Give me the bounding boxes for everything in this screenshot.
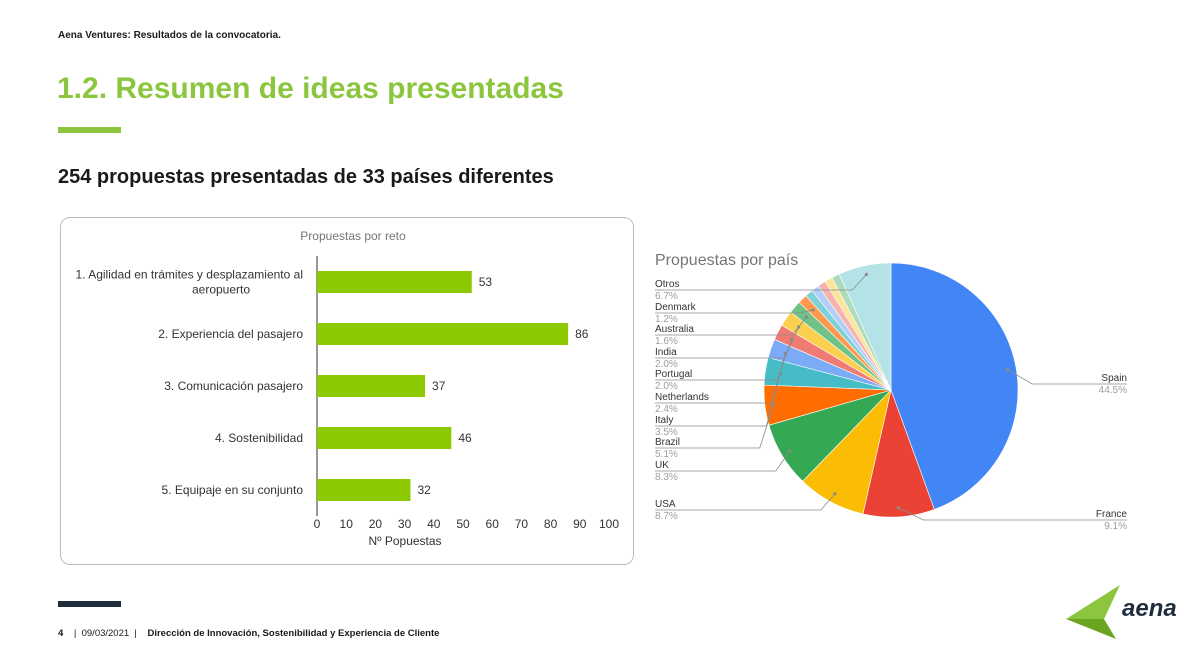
pie-slice-otros — [838, 262, 892, 391]
aena-wing-icon — [1066, 585, 1120, 639]
pie-leader-dot-portugal — [789, 337, 794, 341]
pie-pct-spain: 44.5% — [1099, 385, 1127, 396]
pie-pct-usa: 8.7% — [655, 511, 678, 522]
pie-pct-italy: 3.5% — [655, 427, 678, 438]
pie-chart-title: Propuestas por país — [655, 252, 798, 269]
pie-pct-otros: 6.7% — [655, 291, 678, 302]
pie-leader-line-france — [898, 507, 1127, 521]
logo-text: aena — [1122, 595, 1177, 622]
pie-leader-line-uk — [655, 450, 791, 472]
bar-5 — [317, 479, 411, 501]
pie-pct-uk: 8.3% — [655, 472, 678, 483]
pie-label-uk: UK — [655, 460, 669, 471]
pie-leader-line-italy — [655, 373, 781, 427]
x-tick-label: 100 — [599, 517, 619, 531]
x-tick-label: 50 — [456, 517, 470, 531]
page-title: 1.2. Resumen de ideas presentadas — [57, 72, 564, 105]
pie-leader-line-spain — [1007, 369, 1127, 385]
x-tick-label: 30 — [398, 517, 412, 531]
pie-label-australia: Australia — [655, 324, 694, 335]
x-tick-label: 40 — [427, 517, 441, 531]
pie-label-usa: USA — [655, 499, 676, 510]
page-number: 4 — [58, 628, 64, 639]
footer-department: Dirección de Innovación, Sostenibilidad … — [147, 628, 440, 639]
pie-leader-line-otros — [655, 274, 867, 291]
header-text: Aena Ventures: Resultados de la convocat… — [58, 30, 281, 41]
pie-leader-dot-spain — [1005, 367, 1009, 372]
category-label: 3. Comunicación pasajero — [164, 379, 303, 393]
category-label: 2. Experiencia del pasajero — [158, 327, 303, 341]
pie-pct-portugal: 2.0% — [655, 381, 678, 392]
bar-chart-title: Propuestas por reto — [300, 229, 406, 243]
pie-label-spain: Spain — [1101, 373, 1127, 384]
x-tick-label: 80 — [544, 517, 558, 531]
pie-pct-netherlands: 2.4% — [655, 404, 678, 415]
category-label: 4. Sostenibilidad — [215, 431, 303, 445]
bar-2 — [317, 323, 569, 345]
bar-value-label-5: 32 — [417, 483, 431, 497]
pie-pct-india: 2.0% — [655, 359, 678, 370]
pie-leader-line-denmark — [655, 309, 814, 314]
pie-label-portugal: Portugal — [655, 369, 692, 380]
pie-label-india: India — [655, 347, 677, 358]
bar-4 — [317, 427, 452, 449]
x-tick-label: 20 — [369, 517, 383, 531]
bar-value-label-1: 53 — [479, 275, 493, 289]
x-axis-label: Nº Popuestas — [368, 534, 441, 548]
pie-label-denmark: Denmark — [655, 302, 697, 313]
x-tick-label: 90 — [573, 517, 587, 531]
page-subtitle: 254 propuestas presentadas de 33 países … — [58, 166, 554, 188]
x-tick-label: 0 — [314, 517, 321, 531]
bar-1 — [317, 271, 472, 293]
footer-date: 09/03/2021 — [81, 628, 130, 639]
pie-leader-line-india — [655, 326, 799, 359]
bar-value-label-3: 37 — [432, 379, 446, 393]
pie-label-netherlands: Netherlands — [655, 392, 709, 403]
category-label: 5. Equipaje en su conjunto — [162, 483, 304, 497]
pie-leader-line-brazil — [655, 404, 775, 449]
pie-leader-line-australia — [655, 316, 807, 336]
footer: 4 | 09/03/2021 | Dirección de Innovación… — [58, 628, 440, 639]
bar-value-label-2: 86 — [575, 327, 589, 341]
x-tick-label: 10 — [340, 517, 354, 531]
aena-logo: aena — [1066, 585, 1177, 639]
title-underline — [58, 127, 121, 133]
pie-label-otros: Otros — [655, 279, 679, 290]
bar-chart-panel: Propuestas por reto 53 1. Agilidad en trám… — [60, 217, 634, 565]
category-label: aeropuerto — [192, 283, 250, 297]
bar-value-label-4: 46 — [458, 431, 472, 445]
bar-chart: Propuestas por reto 53 1. Agilidad en trám… — [76, 229, 620, 548]
pie-label-brazil: Brazil — [655, 437, 680, 448]
x-tick-label: 70 — [515, 517, 529, 531]
pie-pct-brazil: 5.1% — [655, 449, 678, 460]
pie-pct-australia: 1.6% — [655, 336, 678, 347]
x-tick-label: 60 — [486, 517, 500, 531]
pie-leader-line-usa — [655, 493, 836, 511]
pie-pct-france: 9.1% — [1104, 521, 1127, 532]
pie-slice-spain — [890, 262, 1019, 510]
bar-3 — [317, 375, 426, 397]
pie-label-italy: Italy — [655, 415, 673, 426]
pie-label-france: France — [1096, 509, 1128, 520]
pie-pct-denmark: 1.2% — [655, 314, 678, 325]
footer-underline — [58, 601, 121, 607]
category-label: 1. Agilidad en trámites y desplazamiento… — [76, 268, 303, 282]
